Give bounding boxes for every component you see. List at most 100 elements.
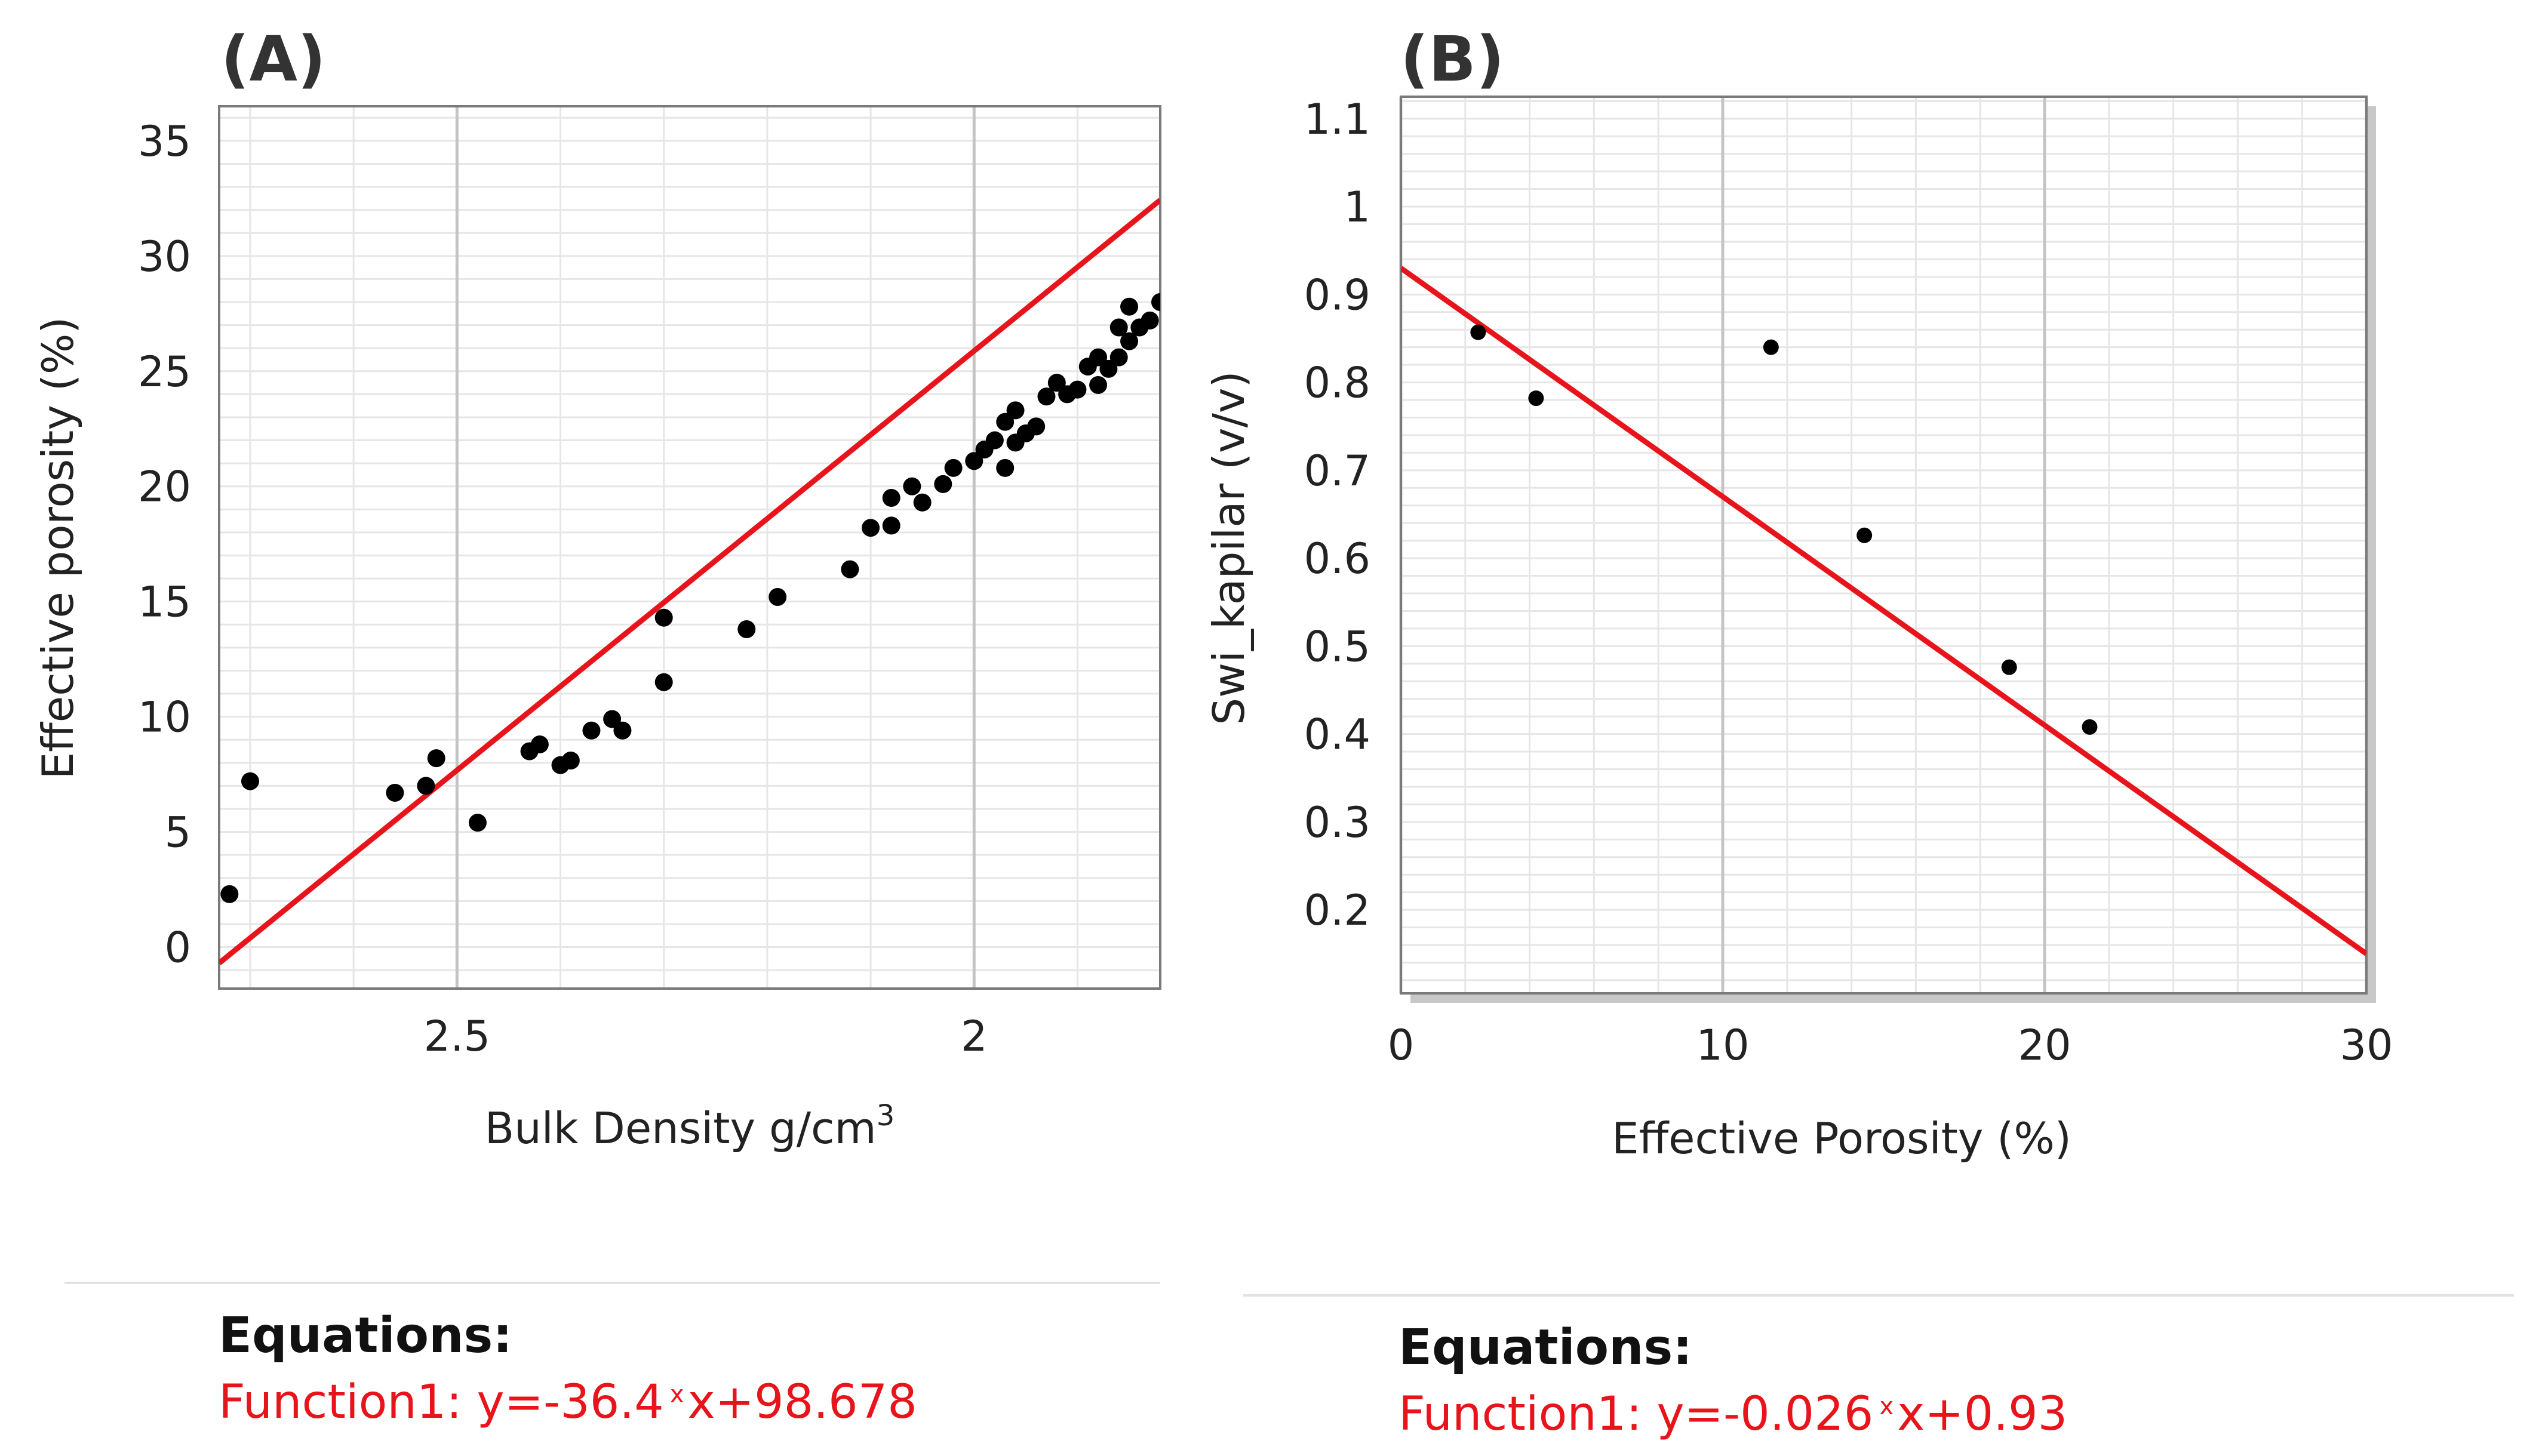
panel-a-y-tick-label: 0 — [164, 924, 191, 972]
panel-b-y-tick-label: 0.7 — [1304, 447, 1370, 495]
panel-b: (B) 0.2 0.3 0.4 0.5 0.6 0.7 0.8 0.9 1 1.1 0 10 20 30… — [1204, 23, 2514, 1441]
panel-b-y-axis-label: Swi_kapilar (v/v) — [1204, 371, 1254, 725]
panel-a-y-tick-label: 35 — [138, 117, 191, 166]
panel-a-x-tick-label: 2 — [961, 1012, 988, 1061]
panel-a-equations-heading: Equations: — [219, 1307, 512, 1364]
panel-a-equation-times: x — [670, 1381, 684, 1408]
panel-a-y-tick-label: 15 — [138, 578, 191, 627]
panel-a-data-point — [1151, 293, 1160, 312]
panel-b-y-tick-label: 0.4 — [1304, 710, 1370, 759]
panel-a-data-point — [841, 560, 859, 578]
panel-a-data-point — [882, 489, 900, 507]
panel-b-y-tick-label: 0.8 — [1304, 359, 1370, 408]
panel-a-x-axis-label-text: Bulk Density g/cm — [485, 1103, 877, 1153]
panel-a-x-axis-label-superscript: 3 — [877, 1099, 895, 1132]
panel-a-y-tick-label: 10 — [138, 693, 191, 742]
panel-b-x-tick-label: 30 — [2340, 1021, 2393, 1070]
panel-b-data-point — [1856, 527, 1873, 543]
panel-a-data-point — [882, 516, 900, 535]
panel-a-data-point — [1161, 277, 1179, 295]
panel-a-data-point — [1172, 302, 1190, 320]
panel-a-data-point — [417, 777, 435, 795]
panel-a-y-tick-label: 20 — [138, 463, 191, 512]
panel-a-equation-prefix: Function1: y=-36.4 — [219, 1375, 664, 1429]
panel-a-x-axis-label: Bulk Density g/cm3 — [485, 1099, 895, 1153]
panel-a-fit-line — [219, 198, 1160, 965]
panel-b-fit-line — [1401, 266, 2366, 956]
panel-a-data-point — [1068, 380, 1087, 399]
panel-a-data-point — [737, 620, 756, 638]
panel-b-x-tick-label: 10 — [1696, 1021, 1749, 1070]
panel-a-y-tick-label: 30 — [138, 232, 191, 281]
panel-b-equation-suffix: x+0.93 — [1897, 1387, 2067, 1441]
panel-a-data-point — [1099, 359, 1118, 378]
panel-a-data-point — [1172, 247, 1190, 265]
panel-a-data-point — [613, 721, 632, 740]
panel-b-x-tick-label: 0 — [1388, 1021, 1415, 1070]
panel-a-data-point — [386, 783, 404, 802]
panel-a-data-point — [1027, 417, 1046, 436]
panel-a-data-point — [1089, 375, 1108, 394]
panel-a-grid — [219, 106, 1160, 989]
panel-a-fit-layer — [219, 198, 1160, 965]
panel-b-y-tick-label: 0.2 — [1304, 886, 1370, 935]
panel-a-equation-suffix: x+98.678 — [687, 1375, 917, 1429]
panel-a-data-point — [220, 885, 239, 903]
panel-b-x-tick-labels: 0 10 20 30 — [1388, 1021, 2393, 1070]
panel-a-data-point — [654, 608, 673, 627]
panel-b-equations-heading: Equations: — [1398, 1319, 1692, 1376]
panel-a-plot-frame — [218, 105, 1161, 990]
panel-b-y-tick-labels: 0.2 0.3 0.4 0.5 0.6 0.7 0.8 0.9 1 1.1 — [1304, 95, 1370, 935]
panel-a-data-point — [913, 493, 932, 512]
panel-a-equation: Function1: y=-36.4 xx+98.678 — [219, 1375, 917, 1429]
panel-b-equation: Function1: y=-0.026 xx+0.93 — [1398, 1387, 2067, 1441]
panel-b-fit-layer — [1401, 266, 2366, 956]
panel-b-y-tick-label: 0.5 — [1304, 622, 1370, 671]
panel-a-data-point — [985, 431, 1004, 450]
panel-a-data-point — [1120, 332, 1139, 350]
panel-a-data-point — [934, 475, 952, 493]
panel-a-y-tick-label: 5 — [164, 808, 191, 857]
panel-a-data-point — [241, 772, 259, 790]
panel-a-data-point — [1203, 261, 1221, 279]
panel-b-data-point — [2001, 659, 2017, 675]
panel-b-y-tick-label: 1 — [1344, 183, 1370, 232]
panel-a-data-point — [903, 477, 921, 495]
panel-a-data-point — [1182, 245, 1200, 263]
panel-b-y-tick-label: 1.1 — [1304, 95, 1370, 144]
panel-b-plot-background — [1401, 97, 2366, 993]
panel-a-data-point — [561, 751, 580, 769]
panel-a-x-tick-label: 2.5 — [424, 1012, 490, 1061]
panel-a-data-point — [944, 458, 963, 477]
panel-a-data-point — [996, 458, 1015, 477]
panel-a-data-point — [1213, 229, 1231, 247]
panel-a-data-point — [1006, 401, 1025, 420]
panel-b-plot-frame — [1400, 96, 2368, 995]
panel-a-data-point — [1192, 245, 1210, 263]
panel-b-data-point — [1470, 324, 1486, 340]
panel-a-x-tick-labels: 2.5 2 — [424, 1012, 988, 1061]
panel-a-points — [220, 210, 1304, 903]
panel-a-y-tick-labels: 0 5 10 15 20 25 30 35 — [138, 117, 191, 972]
panel-a-data-point — [530, 735, 549, 753]
panel-a-data-point — [965, 452, 983, 470]
panel-b-data-point — [1528, 390, 1544, 407]
panel-a-data-point — [1109, 348, 1128, 367]
panel-a-data-point — [1120, 297, 1139, 316]
panel-a-y-tick-label: 25 — [138, 347, 191, 396]
panel-a-data-point — [1089, 348, 1108, 367]
panel-a-data-point — [769, 587, 787, 606]
panel-b-y-tick-label: 0.3 — [1304, 798, 1370, 847]
panel-a-data-point — [996, 413, 1015, 431]
panel-a-data-point — [1192, 250, 1210, 267]
panel-b-data-point — [1763, 339, 1779, 355]
panel-a-data-point — [862, 519, 880, 537]
panel-a-data-point — [427, 749, 445, 768]
panel-a-data-point — [1286, 210, 1304, 228]
panel-a-data-point — [654, 673, 673, 691]
panel-b-data-point — [2082, 719, 2098, 735]
panel-a-label: (A) — [221, 23, 326, 96]
panel-b-equation-times: x — [1879, 1393, 1894, 1420]
panel-a-data-point — [582, 721, 601, 740]
